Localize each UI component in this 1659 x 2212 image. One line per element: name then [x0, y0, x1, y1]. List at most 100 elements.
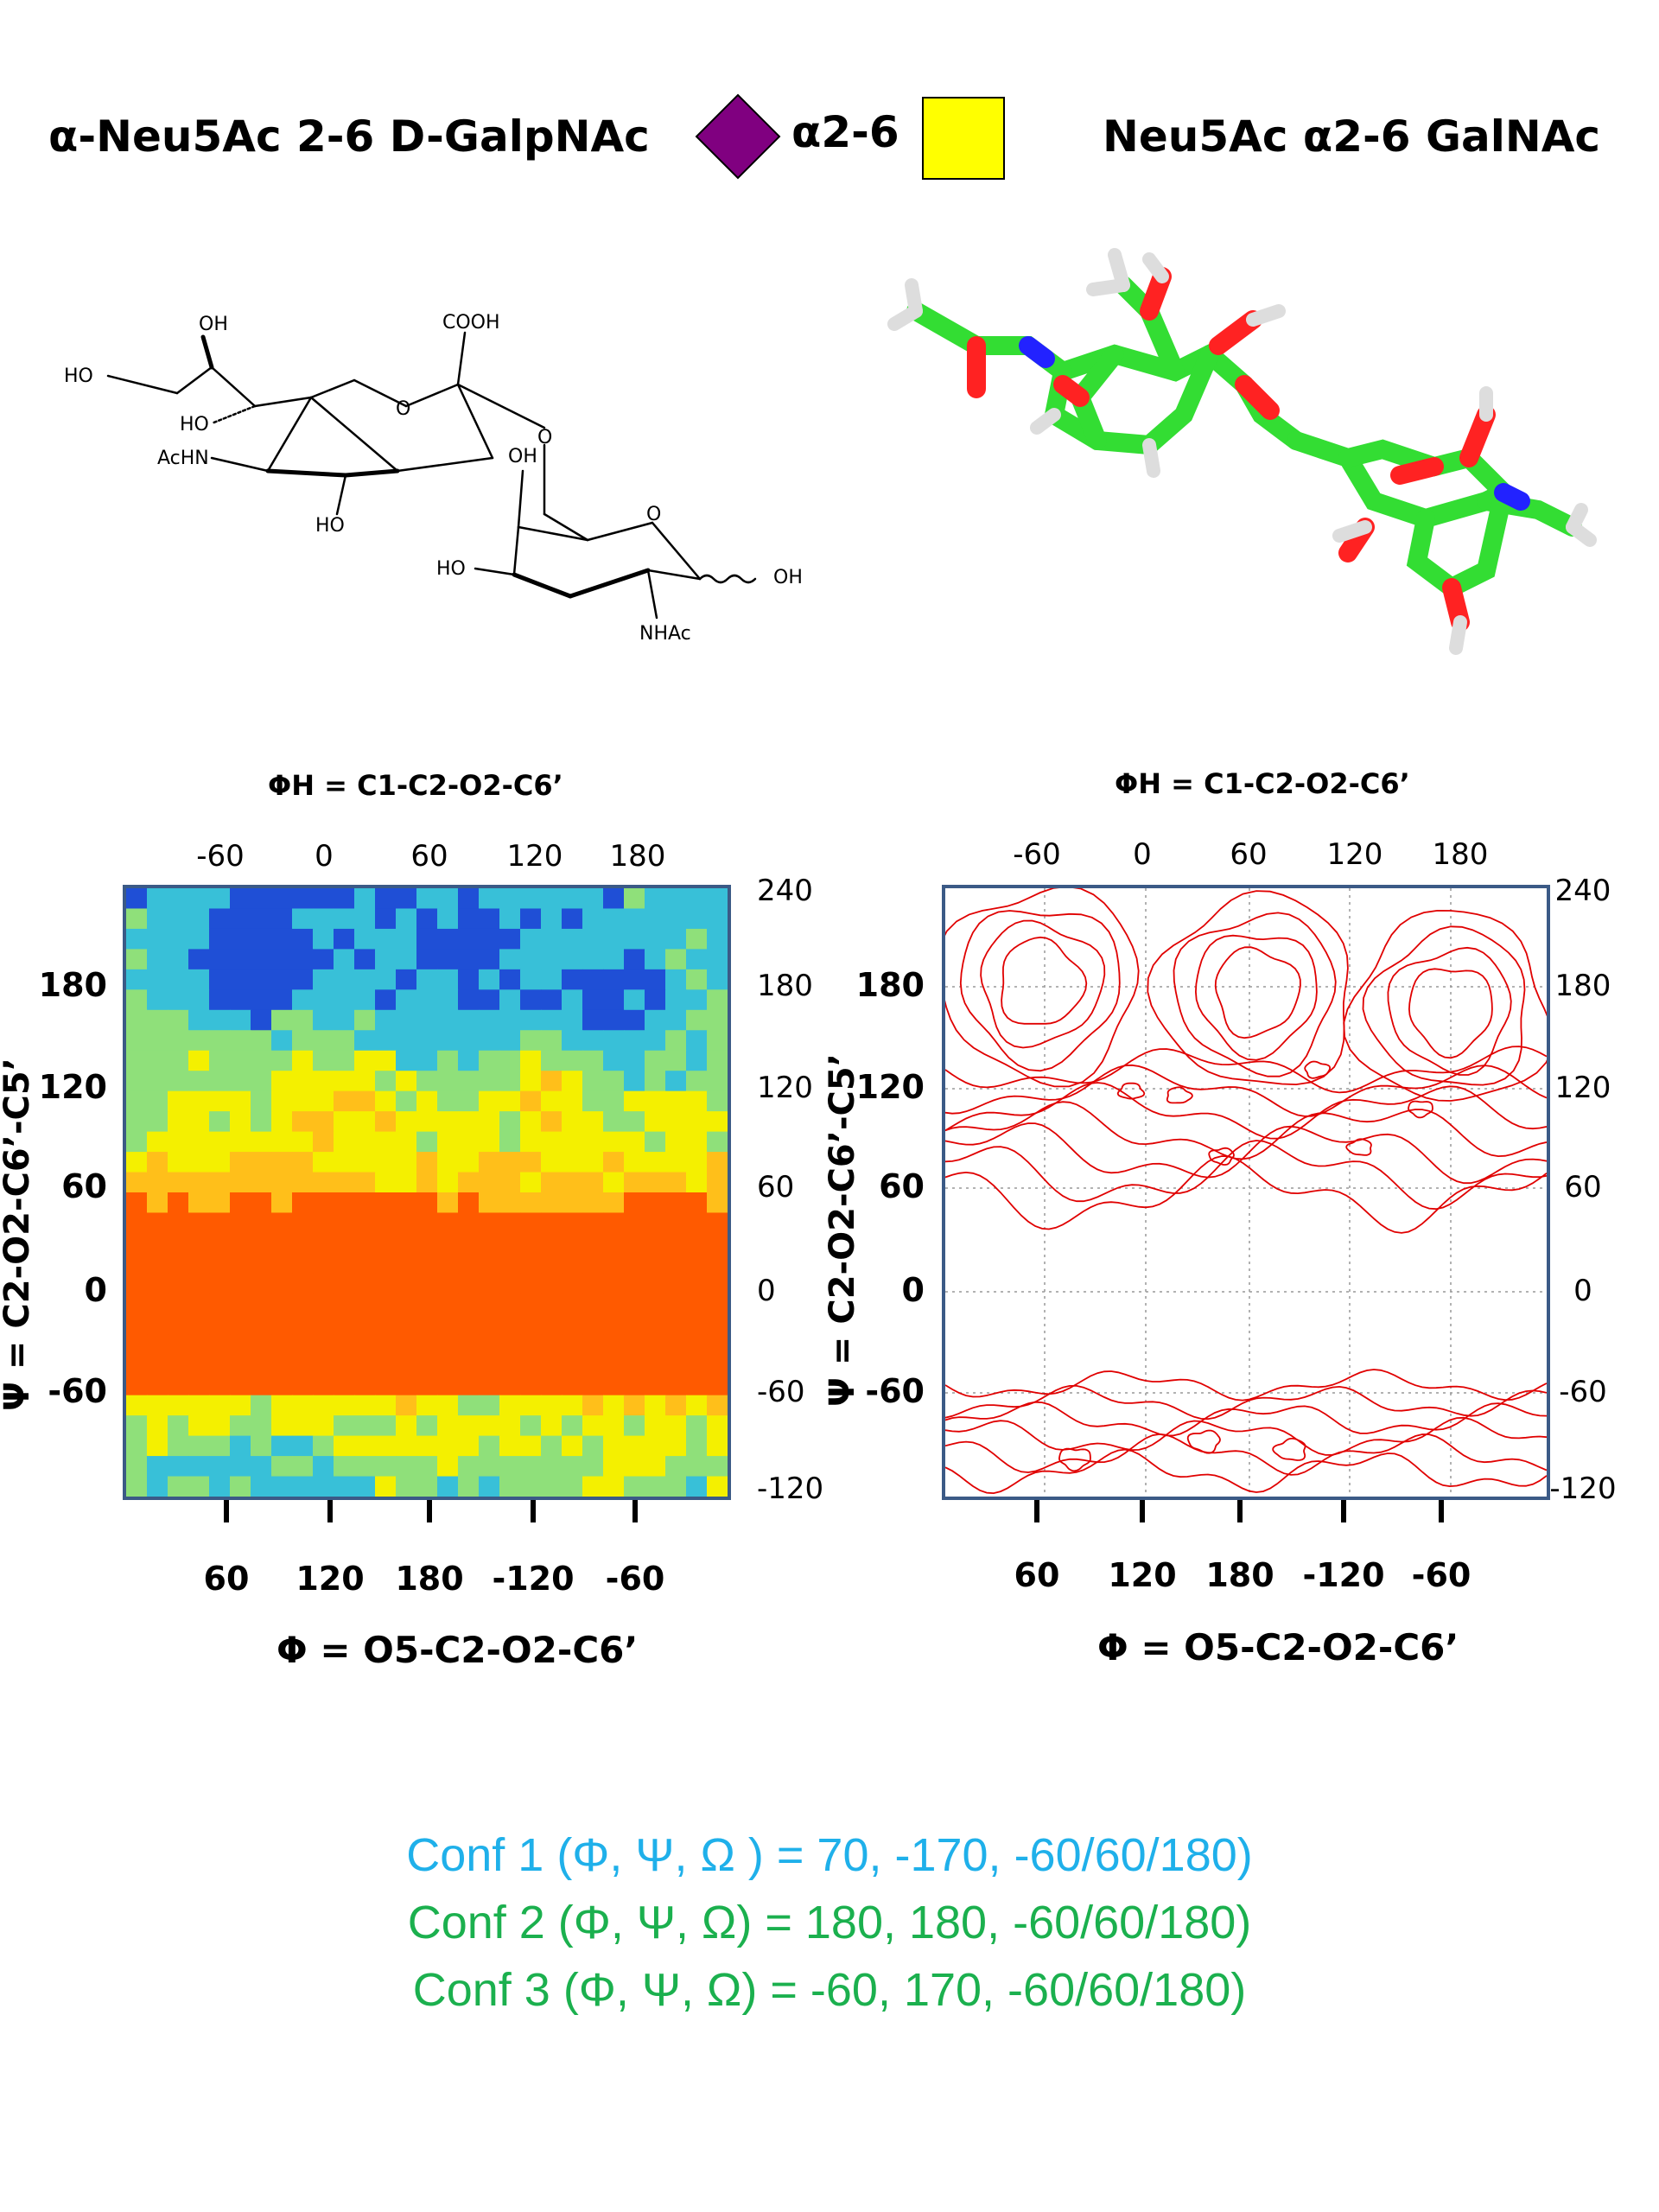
heatmap-cell	[479, 1030, 500, 1052]
heatmap-cell	[188, 1313, 210, 1335]
heatmap-cell	[126, 1456, 148, 1478]
heatmap-cell	[624, 949, 645, 970]
heatmap-cell	[126, 1232, 148, 1254]
heatmap-cell	[562, 1294, 583, 1315]
conformer-3: Conf 3 (Φ, Ψ, Ω) = -60, 170, -60/60/180)	[412, 1964, 1247, 2016]
heatmap-cell	[707, 1071, 728, 1092]
heatmap-cell	[188, 1152, 210, 1173]
heatmap-cell	[520, 1294, 542, 1315]
heatmap-cell	[209, 1313, 231, 1335]
heatmap-cell	[499, 1131, 521, 1153]
heatmap-cell	[479, 1090, 500, 1112]
heatmap-cell	[126, 1334, 148, 1356]
heatmap-cell	[541, 1090, 563, 1112]
contour-line	[944, 1416, 1548, 1456]
heatmap-cell	[251, 888, 272, 910]
heatmap-cell	[541, 1435, 563, 1457]
heatmap-cell	[354, 1313, 376, 1335]
heatmap-cell	[126, 1071, 148, 1092]
heatmap-cell	[126, 1030, 148, 1052]
y-tick-label-left: 0	[902, 1271, 925, 1309]
heatmap-cell	[271, 1476, 293, 1497]
heatmap-cell	[334, 1090, 355, 1112]
heatmap-cell	[251, 1212, 272, 1234]
heatmap-cell	[645, 1273, 666, 1294]
heatmap-cell	[603, 1334, 625, 1356]
heatmap-cell	[292, 1375, 314, 1396]
heatmap-cell	[686, 1476, 708, 1497]
heatmap-cell	[271, 1456, 293, 1478]
heatmap-cell	[562, 1435, 583, 1457]
heatmap-cell	[562, 949, 583, 970]
heatmap-cell	[313, 1456, 334, 1478]
heatmap-cell	[147, 1192, 168, 1214]
heatmap-cell	[251, 928, 272, 950]
heatmap-cell	[562, 1476, 583, 1497]
heatmap-cell	[230, 1273, 251, 1294]
heatmap-cell	[126, 1192, 148, 1214]
heatmap-cell	[479, 928, 500, 950]
heatmap-cell	[665, 1294, 687, 1315]
heatmap-cell	[686, 1172, 708, 1193]
heatmap-cell	[271, 1009, 293, 1031]
heatmap-cell	[147, 949, 168, 970]
heatmap-cell	[437, 1375, 459, 1396]
heatmap-cell	[562, 1192, 583, 1214]
heatmap-cell	[458, 1435, 480, 1457]
heatmap-cell	[209, 1111, 231, 1133]
heatmap-cell	[707, 1030, 728, 1052]
heatmap-cell	[541, 1354, 563, 1376]
heatmap-cell	[479, 1476, 500, 1497]
y-tick-label-right: 0	[1573, 1274, 1592, 1308]
heatmap-cell	[520, 1435, 542, 1457]
heatmap-cell	[437, 1009, 459, 1031]
heatmap-cell	[686, 908, 708, 930]
heatmap-cell	[147, 1212, 168, 1234]
heatmap-cell	[624, 928, 645, 950]
heatmap-cell	[230, 888, 251, 910]
heatmap-cell	[665, 1273, 687, 1294]
heatmap-cell	[209, 1050, 231, 1071]
x-tick-label: 120	[1108, 1556, 1176, 1594]
heatmap-cell	[624, 1030, 645, 1052]
heatmap-cell	[292, 1415, 314, 1437]
heatmap-cell	[541, 949, 563, 970]
heatmap-cell	[271, 1435, 293, 1457]
heatmap-cell	[230, 1030, 251, 1052]
heatmap-cell	[562, 1050, 583, 1071]
heatmap-cell	[354, 928, 376, 950]
heatmap-cell	[686, 969, 708, 990]
contour-line	[1387, 946, 1512, 1076]
heatmap-cell	[313, 1334, 334, 1356]
heatmap-cell	[707, 1212, 728, 1234]
heatmap-cell	[458, 1131, 480, 1153]
heatmap-cell	[126, 989, 148, 1011]
heatmap-cell	[230, 1071, 251, 1092]
heatmap-cell	[499, 1476, 521, 1497]
heatmap-cell	[499, 888, 521, 910]
heatmap-cell	[665, 1172, 687, 1193]
heatmap-cell	[686, 1071, 708, 1092]
heatmap-cell	[665, 1090, 687, 1112]
heatmap-cell	[665, 908, 687, 930]
heatmap-cell	[645, 908, 666, 930]
heatmap-cell	[479, 908, 500, 930]
heatmap-cell	[520, 1030, 542, 1052]
y-tick-label-right: -120	[757, 1471, 823, 1506]
heatmap-cell	[520, 1131, 542, 1153]
heatmap-cell	[479, 888, 500, 910]
heatmap-cell	[334, 1212, 355, 1234]
heatmap-cell	[230, 1253, 251, 1274]
heatmap-cell	[292, 1456, 314, 1478]
heatmap-cell	[292, 908, 314, 930]
heatmap-cell	[334, 969, 355, 990]
heatmap-cell	[126, 1395, 148, 1416]
heatmap-cell	[707, 928, 728, 950]
heatmap-cell	[396, 969, 417, 990]
heatmap-cell	[562, 1273, 583, 1294]
heatmap-cell	[437, 1172, 459, 1193]
heatmap-cell	[541, 1415, 563, 1437]
contour-line	[944, 1046, 1548, 1094]
heatmap-cell	[396, 1354, 417, 1376]
heatmap-cell	[209, 989, 231, 1011]
